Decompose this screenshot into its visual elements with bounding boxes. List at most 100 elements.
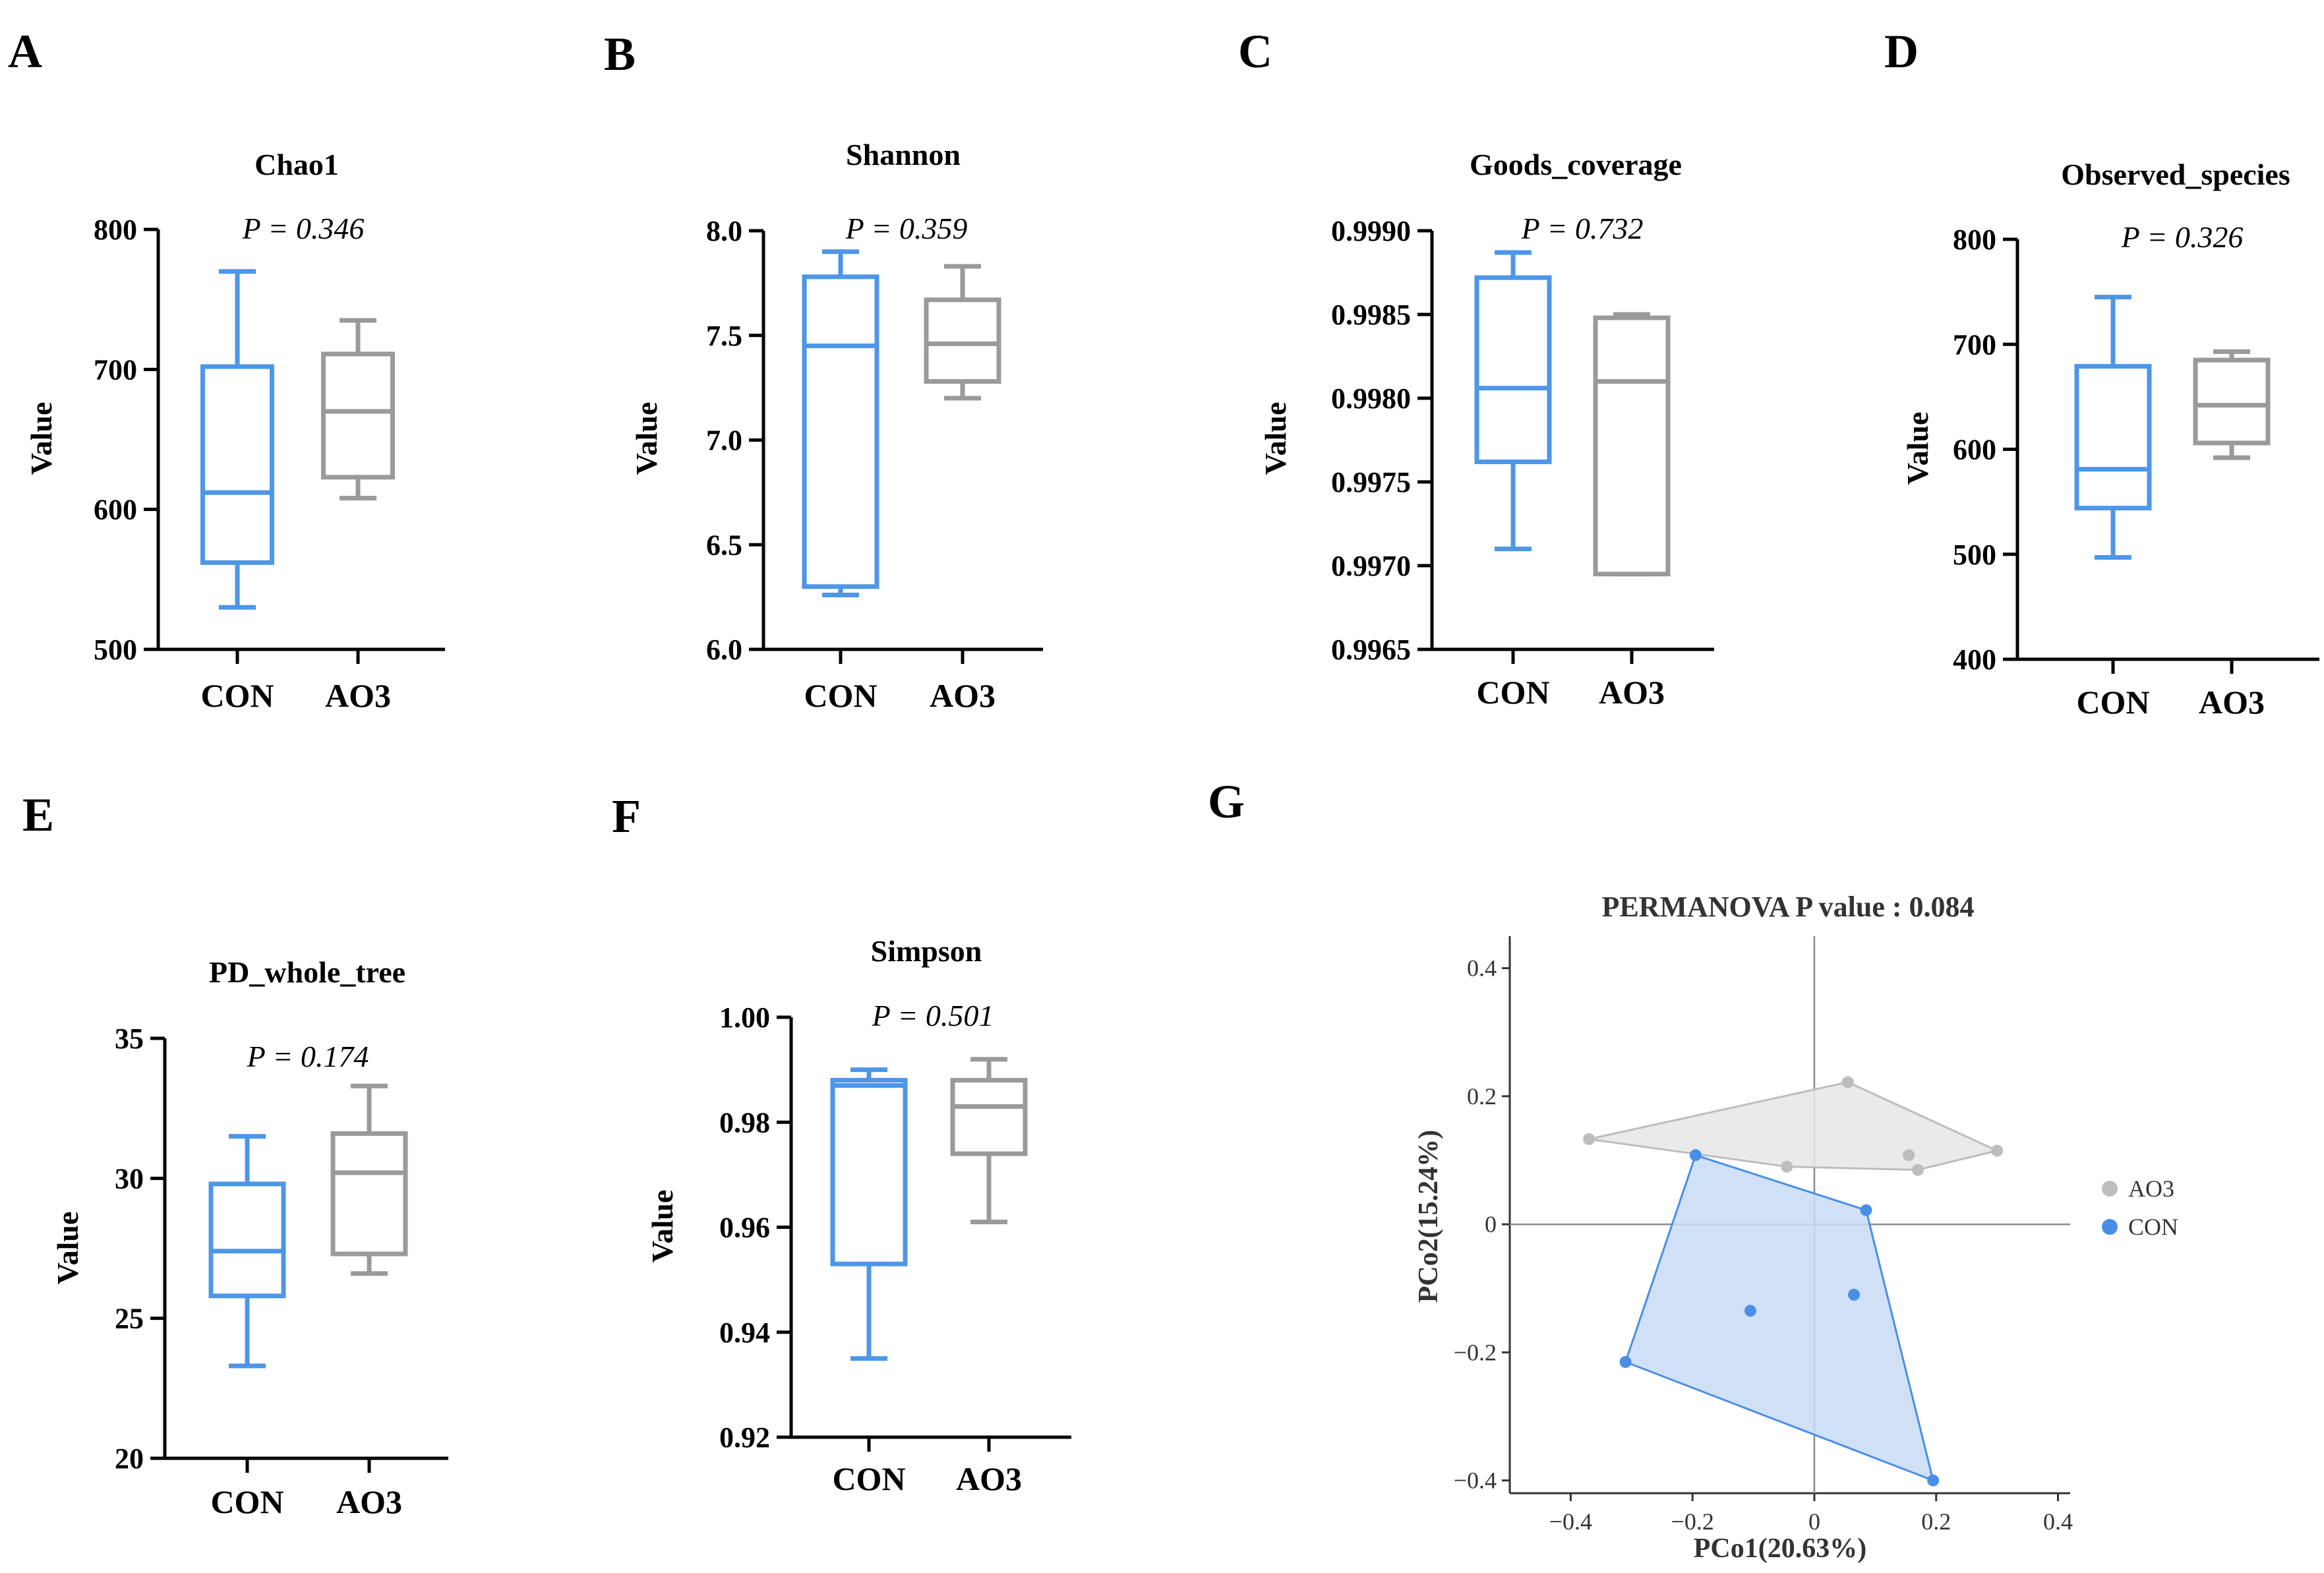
box-con: [1474, 275, 1552, 465]
pcoa-x-tick-label: 0.4: [2043, 1508, 2073, 1535]
x-tick-label: CON: [200, 677, 274, 714]
y-tick-label: 0.9990: [1331, 215, 1411, 247]
p-value-label: P = 0.326: [2121, 220, 2244, 254]
y-tick-label: 500: [1953, 539, 1996, 571]
pcoa-x-axis-label: PCo1(20.63%): [1694, 1533, 1866, 1564]
pcoa-x-tick-label: −0.4: [1549, 1508, 1592, 1535]
x-tick-label: CON: [1476, 674, 1549, 711]
y-tick-label: 0.98: [719, 1106, 770, 1139]
box-con: [200, 364, 274, 565]
x-tick-label: CON: [832, 1460, 905, 1497]
box-con: [830, 1078, 908, 1266]
y-tick-label: 0.92: [719, 1421, 770, 1454]
chart-title: PD_whole_tree: [209, 955, 405, 989]
y-axis-label: Value: [1901, 412, 1934, 485]
y-axis-label: Value: [630, 402, 663, 475]
pcoa-y-tick-label: 0.4: [1467, 955, 1497, 982]
x-tick-label: AO3: [1599, 674, 1665, 711]
shannon-boxplot: Shannon P = 0.359 Value 6.0 6.5 7.0 7.5 8.0 CON A…: [630, 138, 1043, 714]
pcoa-x-tick-label: 0.2: [1921, 1508, 1951, 1535]
pcoa-x-tick-label: 0: [1808, 1508, 1820, 1535]
chart-title: Shannon: [846, 138, 961, 171]
p-value-label: P = 0.359: [845, 212, 968, 245]
box-ao3: [330, 1131, 408, 1257]
y-tick-label: 0.9965: [1331, 634, 1411, 666]
pcoa-y-tick-label: −0.4: [1454, 1468, 1497, 1494]
panel-letter-E: E: [22, 788, 54, 841]
x-tick-label: AO3: [2199, 684, 2265, 721]
p-value-label: P = 0.346: [242, 212, 365, 245]
x-tick-label: AO3: [930, 677, 996, 714]
panel-letter-B: B: [604, 28, 636, 80]
pcoa-y-tick-label: 0: [1485, 1211, 1497, 1237]
pcoa-y-axis-label: PCo2(15.24%): [1414, 1130, 1444, 1303]
y-tick-label: 600: [1953, 434, 1996, 466]
simpson-boxplot: Simpson P = 0.501 Value 0.92 0.94 0.96 0.98 1.0…: [645, 934, 1071, 1497]
y-tick-label: 600: [94, 494, 137, 526]
y-tick-label: 0.96: [719, 1212, 770, 1244]
point-ao3: [1841, 1076, 1854, 1088]
x-tick-label: AO3: [956, 1460, 1022, 1497]
x-tick-label: CON: [210, 1483, 283, 1520]
point-con: [1744, 1305, 1756, 1317]
point-ao3: [1912, 1164, 1924, 1176]
x-tick-label: AO3: [336, 1483, 402, 1520]
y-axis-label: Value: [645, 1190, 679, 1263]
box-ao3: [1593, 315, 1671, 577]
x-tick-label: CON: [804, 677, 877, 714]
point-ao3: [1583, 1133, 1595, 1145]
y-axis-label: Value: [24, 402, 58, 475]
y-tick-label: 800: [94, 214, 137, 246]
y-tick-label: 700: [1953, 328, 1996, 361]
box-con: [208, 1181, 286, 1299]
box-ao3: [2193, 357, 2271, 446]
point-ao3: [1903, 1149, 1915, 1162]
y-tick-label: 0.94: [719, 1317, 770, 1349]
y-tick-label: 400: [1953, 643, 1996, 676]
point-con: [1689, 1149, 1702, 1162]
box-ao3: [950, 1078, 1028, 1156]
point-con: [1619, 1355, 1632, 1368]
legend-marker-ao3: [2102, 1181, 2118, 1197]
point-con: [1860, 1204, 1872, 1216]
y-tick-label: 8.0: [706, 215, 742, 247]
chart-title: Observed_species: [2061, 158, 2290, 191]
panel-letter-A: A: [8, 25, 42, 78]
x-tick-label: AO3: [325, 677, 391, 714]
y-tick-label: 700: [94, 353, 137, 386]
hull-ao3: [1588, 1081, 2000, 1172]
y-tick-label: 7.5: [706, 320, 742, 352]
y-tick-label: 0.9975: [1331, 466, 1411, 498]
point-con: [1848, 1288, 1861, 1301]
y-axis-label: Value: [1259, 402, 1292, 475]
y-tick-label: 1.00: [719, 1001, 770, 1034]
box-ao3: [321, 351, 395, 480]
panel-letter-G: G: [1208, 775, 1245, 828]
point-ao3: [1991, 1144, 2004, 1157]
pcoa-y-tick-label: −0.2: [1454, 1339, 1497, 1365]
y-axis-label: Value: [51, 1212, 84, 1285]
chao1-boxplot: Chao1 P = 0.346 Value 500 600 700 800 CON AO3: [24, 148, 445, 714]
legend-label-con: CON: [2128, 1214, 2178, 1240]
y-tick-label: 20: [115, 1442, 144, 1475]
p-value-label: P = 0.501: [872, 999, 994, 1032]
chart-title: Goods_coverage: [1470, 148, 1682, 181]
panel-letter-C: C: [1238, 25, 1272, 78]
point-ao3: [1781, 1160, 1793, 1173]
legend-marker-con: [2102, 1219, 2118, 1235]
y-tick-label: 0.9985: [1331, 299, 1411, 331]
pcoa-x-tick-label: −0.2: [1671, 1508, 1714, 1535]
y-tick-label: 0.9970: [1331, 550, 1411, 582]
y-tick-label: 6.5: [706, 529, 742, 561]
panel-letter-D: D: [1884, 25, 1919, 78]
observed-species-boxplot: Observed_species P = 0.326 Value 400 500 600 7…: [1901, 158, 2319, 721]
y-tick-label: 25: [115, 1303, 144, 1335]
y-tick-label: 0.9980: [1331, 382, 1411, 415]
y-tick-label: 800: [1953, 223, 1996, 256]
y-tick-label: 500: [94, 634, 137, 666]
p-value-label: P = 0.732: [1521, 212, 1644, 245]
chart-title: Chao1: [254, 148, 339, 181]
y-tick-label: 7.0: [706, 425, 742, 457]
legend-label-ao3: AO3: [2128, 1175, 2174, 1202]
